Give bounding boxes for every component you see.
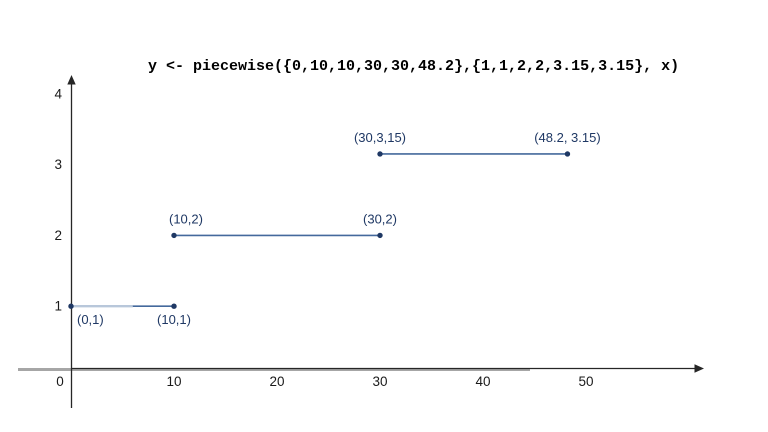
point-label: (48.2, 3.15)	[534, 130, 601, 145]
x-tick-label: 10	[166, 374, 181, 389]
data-point	[377, 151, 383, 157]
x-tick-label: 50	[578, 374, 593, 389]
y-tick-label: 1	[54, 299, 62, 314]
data-point	[564, 151, 571, 157]
data-point	[377, 232, 383, 239]
chart-title: y <- piecewise({0,10,10,30,30,48.2},{1,1…	[148, 58, 680, 75]
y-axis-arrow	[67, 75, 76, 85]
x-tick-label: 30	[372, 374, 387, 389]
x-axis-arrow	[694, 364, 704, 373]
x-tick-label: 40	[475, 374, 490, 389]
x-tick-label: 0	[56, 374, 64, 389]
data-point	[68, 303, 74, 309]
y-tick-label: 3	[54, 157, 62, 172]
point-label: (30,3,15)	[354, 130, 406, 145]
point-label: (30,2)	[363, 211, 397, 226]
data-point	[171, 232, 177, 239]
y-tick-label: 4	[54, 86, 62, 101]
point-label: (10,2)	[169, 211, 203, 226]
data-point	[171, 303, 177, 309]
y-tick-label: 2	[54, 228, 62, 243]
x-tick-label: 20	[269, 374, 284, 389]
point-label: (10,1)	[157, 312, 191, 327]
point-label: (0,1)	[77, 312, 104, 327]
